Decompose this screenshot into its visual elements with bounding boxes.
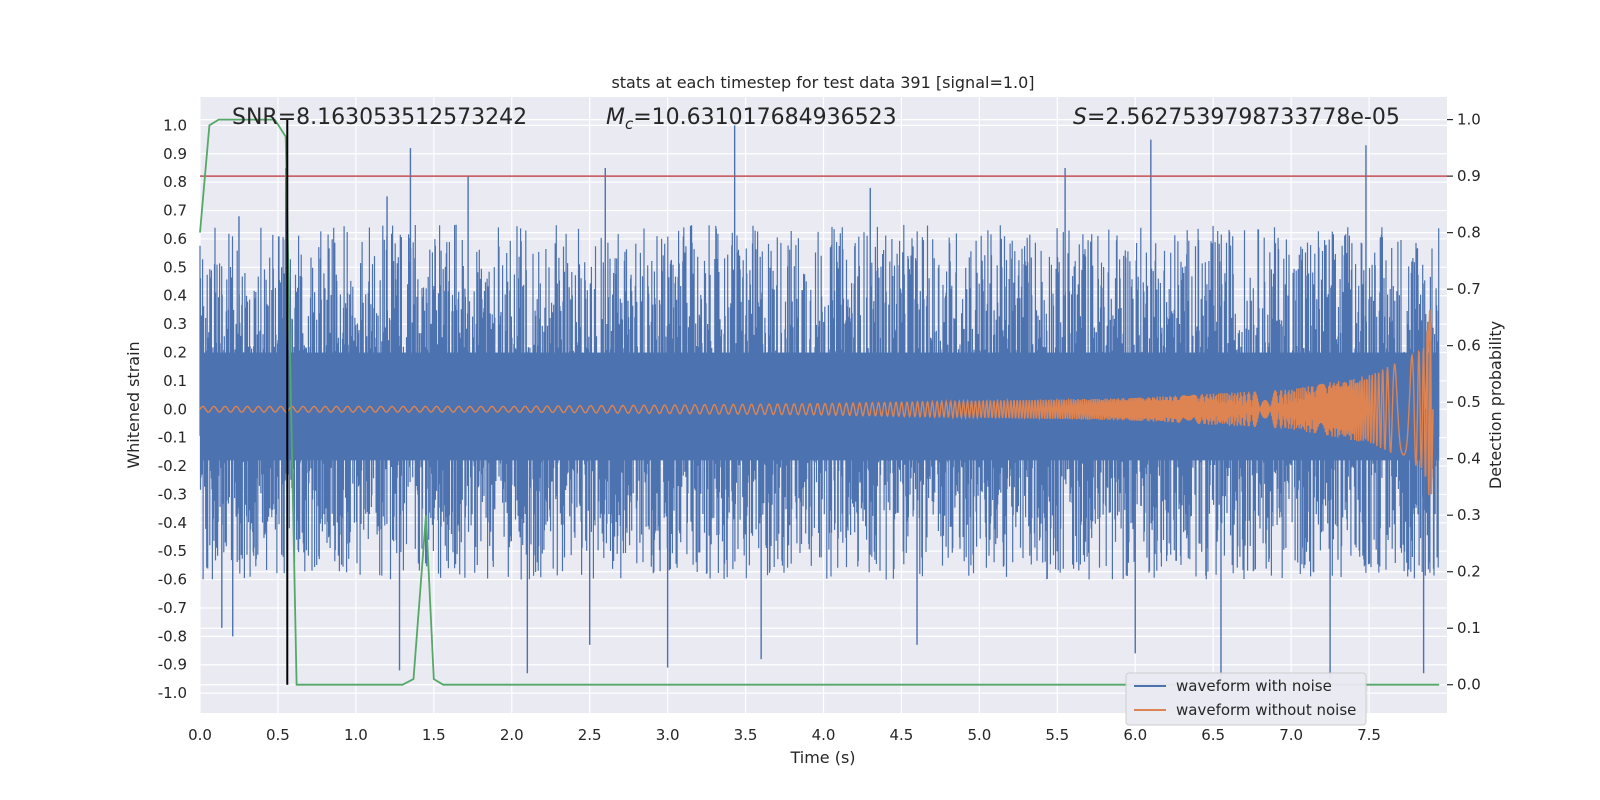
x-tick-label: 6.0 <box>1123 726 1147 744</box>
y-tick-label: -0.7 <box>158 599 187 617</box>
y-tick-label: 0.9 <box>163 145 187 163</box>
y2-tick-label: 0.9 <box>1457 167 1481 185</box>
s-annotation: S=2.5627539798733778e-05 <box>1073 105 1400 130</box>
y2-tick-label: 0.4 <box>1457 450 1481 468</box>
y2-axis-label: Detection probability <box>1486 321 1505 489</box>
detection-probability-line <box>199 118 1440 686</box>
y-tick-label: -0.8 <box>158 627 187 645</box>
x-tick-label: 7.5 <box>1357 726 1381 744</box>
y-tick-label: 0.6 <box>163 230 187 248</box>
s-symbol: S <box>1073 105 1087 130</box>
y2-tick-label: 0.2 <box>1457 563 1481 581</box>
y2-axis-ticks: 0.0 0.1 0.2 0.3 0.4 0.5 0.6 0.7 0.8 0.9 1.0 <box>1447 111 1481 694</box>
y2-tick-label: 1.0 <box>1457 111 1481 129</box>
x-tick-label: 1.0 <box>344 726 368 744</box>
x-tick-label: 5.5 <box>1045 726 1069 744</box>
clean-trace <box>199 322 1433 496</box>
x-tick-label: 0.0 <box>188 726 212 744</box>
x-tick-label: 0.5 <box>266 726 290 744</box>
y2-tick-label: 0.0 <box>1457 676 1481 694</box>
y2-tick-label: 0.8 <box>1457 224 1481 242</box>
x-tick-label: 2.0 <box>500 726 524 744</box>
s-value: =2.5627539798733778e-05 <box>1087 105 1400 130</box>
y-tick-label: 0.5 <box>163 258 187 276</box>
y-tick-label: -1.0 <box>158 684 187 702</box>
x-tick-label: 2.5 <box>578 726 602 744</box>
y2-tick-label: 0.6 <box>1457 337 1481 355</box>
chart-title: stats at each timestep for test data 391… <box>611 73 1034 92</box>
y-tick-label: -0.4 <box>158 514 187 532</box>
y-tick-label: -0.6 <box>158 571 187 589</box>
y-tick-label: 0.2 <box>163 343 187 361</box>
clean-merger-peak <box>1424 309 1434 495</box>
y-tick-label: -0.2 <box>158 457 187 475</box>
y-axis-ticks: -1.0 -0.9 -0.8 -0.7 -0.6 -0.5 -0.4 -0.3 -0.2 -0.1… <box>158 116 187 702</box>
mc-symbol: M <box>606 105 625 130</box>
y2-tick-label: 0.3 <box>1457 506 1481 524</box>
y2-tick-label: 0.1 <box>1457 619 1481 637</box>
snr-annotation: SNR=8.163053512573242 <box>232 105 527 130</box>
mc-subscript: c <box>625 115 634 133</box>
x-tick-label: 6.5 <box>1201 726 1225 744</box>
x-axis-label: Time (s) <box>789 748 855 767</box>
legend: waveform with noise waveform without noi… <box>1125 672 1367 726</box>
x-tick-label: 7.0 <box>1279 726 1303 744</box>
y2-tick-label: 0.7 <box>1457 280 1481 298</box>
x-tick-label: 4.5 <box>890 726 914 744</box>
x-axis-ticks: 0.0 0.5 1.0 1.5 2.0 2.5 3.0 3.5 4.0 4.5 5.0 5.5 6.0 6… <box>188 726 1381 744</box>
x-tick-label: 1.5 <box>422 726 446 744</box>
mc-value: =10.631017684936523 <box>633 105 896 130</box>
y-tick-label: 0.3 <box>163 315 187 333</box>
y-tick-label: 0.7 <box>163 202 187 220</box>
clean-waveform-series <box>199 309 1434 496</box>
y-tick-label: 0.0 <box>163 400 187 418</box>
x-tick-label: 4.0 <box>812 726 836 744</box>
y-tick-label: -0.3 <box>158 485 187 503</box>
y-axis-label: Whitened strain <box>124 341 143 468</box>
y-tick-label: 0.1 <box>163 372 187 390</box>
x-tick-label: 5.0 <box>967 726 991 744</box>
y-tick-label: 0.8 <box>163 173 187 191</box>
y2-tick-label: 0.5 <box>1457 393 1481 411</box>
x-tick-label: 3.5 <box>734 726 758 744</box>
y-tick-label: -0.5 <box>158 542 187 560</box>
legend-label-noise: waveform with noise <box>1176 677 1332 695</box>
y-tick-label: 1.0 <box>163 116 187 134</box>
chirp-mass-annotation: Mc=10.631017684936523 <box>606 105 897 133</box>
y-tick-label: 0.4 <box>163 287 187 305</box>
legend-box <box>1125 672 1367 726</box>
y-tick-label: -0.9 <box>158 656 187 674</box>
y-tick-label: -0.1 <box>158 429 187 447</box>
x-tick-label: 3.0 <box>656 726 680 744</box>
legend-label-clean: waveform without noise <box>1176 701 1356 719</box>
